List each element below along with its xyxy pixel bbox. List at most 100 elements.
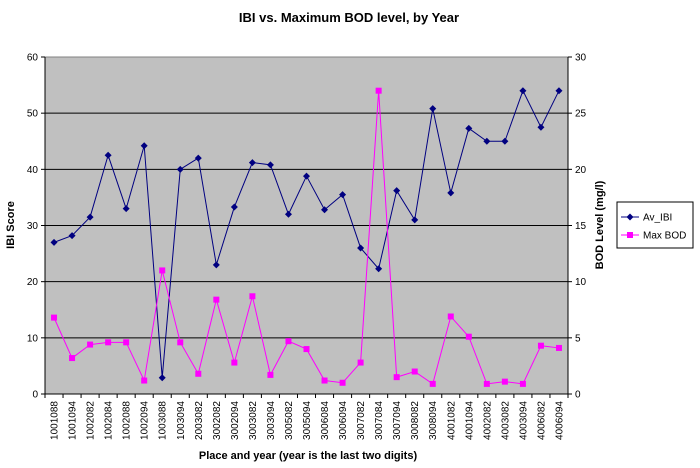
x-tick-label: 1002082 [86, 401, 97, 440]
data-point-1 [519, 380, 526, 387]
data-point-0 [140, 142, 148, 150]
x-tick-label: 3002094 [230, 401, 241, 440]
x-tick-label: 3007082 [356, 401, 367, 440]
x-tick-label: 3005094 [302, 401, 313, 440]
x-tick-label: 2003082 [194, 401, 205, 440]
y-tick-label-left: 40 [27, 165, 39, 176]
data-point-1 [501, 378, 508, 385]
data-point-0 [339, 191, 347, 199]
data-point-1 [123, 339, 130, 346]
data-point-1 [105, 339, 112, 346]
x-tick-label: 3008094 [428, 401, 439, 440]
data-point-1 [249, 293, 256, 300]
x-tick-label: 4006082 [536, 401, 547, 440]
x-tick-label: 3007094 [392, 401, 403, 440]
data-point-0 [537, 123, 545, 131]
data-point-1 [465, 333, 472, 340]
data-point-0 [321, 206, 329, 214]
legend-marker-0 [626, 213, 634, 221]
y-tick-label-right: 20 [575, 165, 587, 176]
data-point-1 [393, 374, 400, 381]
chart-title: IBI vs. Maximum BOD level, by Year [239, 10, 459, 25]
x-tick-label: 4003094 [518, 401, 529, 440]
data-point-1 [87, 341, 94, 348]
legend-label-1: Max BOD [643, 231, 686, 242]
chart-layer: 0 0 10 5 20 10 30 15 40 20 50 25 60 30 1001088 1001094 1… [27, 53, 694, 440]
data-point-1 [321, 377, 328, 384]
y-tick-label-left: 30 [27, 221, 39, 232]
x-tick-label: 3003082 [248, 401, 259, 440]
data-point-1 [411, 368, 418, 375]
data-point-1 [483, 380, 490, 387]
data-point-1 [213, 296, 220, 303]
y-tick-label-left: 50 [27, 109, 39, 120]
x-tick-label: 4002082 [482, 401, 493, 440]
data-point-0 [158, 374, 166, 382]
x-tick-label: 4001094 [464, 401, 475, 440]
x-tick-label: 4003082 [500, 401, 511, 440]
data-point-1 [429, 380, 436, 387]
data-point-0 [357, 244, 365, 252]
data-point-1 [69, 355, 76, 362]
x-tick-label: 3006094 [338, 401, 349, 440]
data-point-0 [176, 165, 184, 173]
x-tick-label: 1003094 [176, 401, 187, 440]
data-point-0 [50, 238, 58, 246]
data-point-1 [195, 370, 202, 377]
data-point-0 [411, 216, 419, 224]
y-tick-label-left: 10 [27, 333, 39, 344]
x-tick-label: 3008082 [410, 401, 421, 440]
data-point-0 [501, 137, 509, 145]
x-tick-label: 1001088 [50, 401, 61, 440]
y-tick-label-right: 15 [575, 221, 587, 232]
y-tick-label-left: 0 [32, 390, 38, 401]
data-point-1 [555, 344, 562, 351]
legend-label-0: Av_IBI [643, 213, 672, 224]
data-point-1 [141, 377, 148, 384]
data-point-0 [86, 213, 94, 221]
data-point-1 [231, 359, 238, 366]
data-point-0 [483, 137, 491, 145]
data-point-1 [285, 338, 292, 345]
y-tick-label-left: 20 [27, 277, 39, 288]
data-point-0 [375, 265, 383, 273]
y-tick-label-right: 0 [575, 390, 581, 401]
data-point-1 [303, 346, 310, 353]
data-point-0 [393, 187, 401, 195]
data-point-0 [194, 154, 202, 162]
data-point-0 [230, 203, 238, 211]
x-tick-label: 4001082 [446, 401, 457, 440]
data-point-1 [375, 87, 382, 94]
y-tick-label-right: 25 [575, 109, 587, 120]
data-point-0 [68, 232, 76, 240]
data-point-0 [555, 87, 563, 95]
y-axis-title-left: IBI Score [5, 201, 17, 249]
y-axis-title-right: BOD Level (mg/l) [594, 180, 606, 269]
y-tick-label-left: 60 [27, 53, 39, 64]
data-point-1 [267, 371, 274, 378]
data-point-1 [339, 379, 346, 386]
data-point-1 [159, 267, 166, 274]
x-tick-label: 3005082 [284, 401, 295, 440]
data-point-0 [284, 210, 292, 218]
x-axis-title: Place and year (year is the last two dig… [199, 450, 418, 462]
y-tick-label-right: 5 [575, 333, 581, 344]
x-tick-label: 3007084 [374, 401, 385, 440]
x-tick-label: 3006084 [320, 401, 331, 440]
data-point-0 [519, 87, 527, 95]
x-tick-label: 1002094 [140, 401, 151, 440]
data-point-1 [177, 339, 184, 346]
x-tick-label: 1003088 [158, 401, 169, 440]
data-point-0 [303, 172, 310, 180]
y-tick-label-right: 10 [575, 277, 587, 288]
legend-marker-1 [627, 232, 633, 238]
data-point-0 [429, 105, 437, 113]
data-point-0 [248, 159, 256, 167]
x-tick-label: 3002082 [212, 401, 223, 440]
data-point-0 [266, 161, 274, 169]
data-point-1 [537, 342, 544, 349]
x-tick-label: 4006094 [554, 401, 565, 440]
data-point-0 [122, 205, 130, 213]
